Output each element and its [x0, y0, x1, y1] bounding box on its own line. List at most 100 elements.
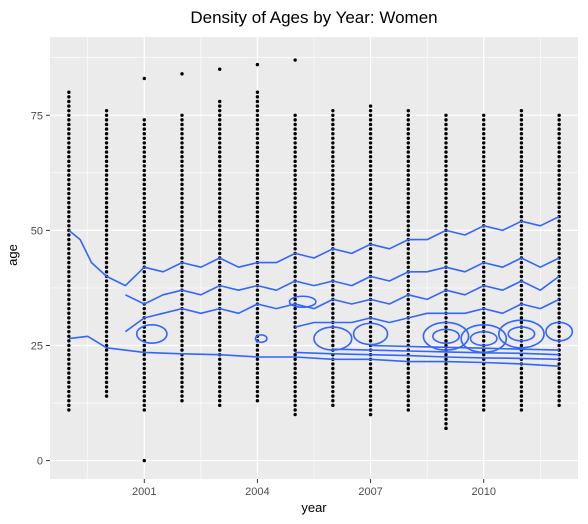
data-point: [218, 187, 222, 191]
data-point: [255, 90, 260, 94]
density-contour-ring: [431, 328, 460, 344]
data-point: [331, 265, 335, 269]
data-point: [519, 260, 524, 265]
data-point: [368, 399, 373, 403]
data-point: [218, 224, 222, 228]
x-axis-title: year: [301, 500, 327, 515]
data-point: [180, 311, 184, 315]
data-point: [218, 141, 222, 145]
data-point: [67, 403, 71, 408]
data-point: [519, 251, 524, 256]
data-point: [444, 394, 448, 398]
data-point: [368, 293, 373, 297]
data-point: [293, 168, 297, 173]
data-point: [142, 380, 146, 385]
data-point: [519, 316, 524, 320]
data-point: [331, 214, 335, 219]
data-point: [255, 247, 260, 251]
density-contour-line: [294, 298, 560, 328]
data-point: [255, 265, 260, 269]
data-point: [557, 237, 561, 242]
data-point: [406, 214, 410, 219]
data-point: [482, 389, 486, 394]
data-point: [293, 260, 297, 265]
data-point: [180, 131, 184, 136]
data-point: [482, 214, 486, 219]
data-point: [406, 219, 410, 223]
data-point: [293, 131, 297, 136]
data-point: [482, 131, 486, 136]
data-point: [444, 334, 448, 338]
data-point: [406, 279, 410, 283]
data-point: [557, 366, 561, 371]
data-point: [67, 389, 71, 394]
data-point: [218, 122, 222, 127]
data-point: [331, 113, 335, 117]
data-point: [255, 104, 260, 108]
data-point: [293, 399, 297, 403]
data-point: [444, 380, 448, 385]
data-point: [104, 288, 109, 292]
data-point: [331, 150, 335, 154]
data-point: [104, 334, 109, 338]
data-point: [180, 339, 184, 343]
data-point: [482, 145, 486, 150]
data-point: [293, 136, 297, 140]
data-point: [519, 118, 524, 122]
data-point: [104, 385, 109, 389]
data-point: [293, 274, 297, 279]
data-point: [142, 150, 146, 154]
data-point: [104, 297, 109, 302]
data-point: [104, 205, 109, 210]
data-point: [142, 306, 146, 311]
data-point: [519, 270, 524, 274]
data-point: [180, 145, 184, 150]
density-contour-ring: [313, 326, 353, 351]
data-point: [142, 408, 146, 412]
data-point: [406, 191, 410, 196]
data-point: [368, 214, 373, 219]
data-point: [218, 178, 222, 182]
data-point: [519, 293, 524, 297]
data-point: [255, 256, 260, 260]
data-point: [406, 329, 410, 334]
data-point: [67, 408, 71, 412]
data-point: [368, 260, 373, 265]
data-point: [218, 136, 222, 140]
data-point: [293, 385, 297, 389]
data-point: [444, 242, 448, 246]
data-point: [482, 247, 486, 251]
data-point: [255, 196, 260, 200]
data-point: [180, 366, 184, 371]
data-point: [406, 408, 410, 412]
data-point: [557, 380, 561, 385]
data-point: [180, 210, 184, 214]
data-point: [519, 187, 524, 191]
data-point: [557, 247, 561, 251]
data-point: [368, 306, 373, 311]
data-point: [142, 178, 146, 182]
data-point: [67, 247, 71, 251]
data-point: [331, 118, 335, 122]
data-point: [104, 122, 109, 127]
data-point: [255, 219, 260, 223]
data-point: [142, 237, 146, 242]
data-point: [519, 201, 524, 205]
data-point: [519, 233, 524, 237]
data-point: [180, 72, 184, 76]
data-point: [444, 131, 448, 136]
data-point: [142, 371, 146, 375]
data-point: [293, 214, 297, 219]
data-point: [519, 173, 524, 177]
data-point: [293, 311, 297, 315]
data-point: [255, 251, 260, 256]
data-point: [67, 173, 71, 177]
data-point: [557, 150, 561, 154]
data-point: [67, 371, 71, 375]
density-contour-line: [124, 275, 560, 333]
data-point: [444, 325, 448, 329]
data-point: [67, 187, 71, 191]
data-point: [406, 357, 410, 361]
data-point: [406, 201, 410, 205]
data-point: [255, 325, 260, 329]
